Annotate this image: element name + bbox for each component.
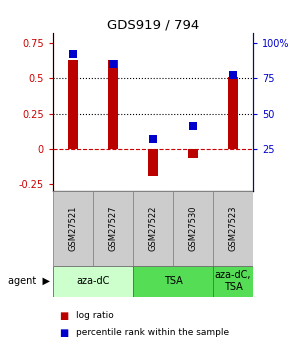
Text: ■: ■ — [59, 328, 68, 338]
Point — [231, 72, 235, 78]
Bar — [188, 149, 198, 158]
Bar — [133, 191, 173, 266]
Bar — [148, 149, 158, 176]
Bar — [133, 266, 213, 297]
Text: GSM27530: GSM27530 — [188, 206, 198, 251]
Bar — [213, 191, 253, 266]
Bar — [53, 191, 93, 266]
Point — [111, 61, 115, 67]
Bar — [53, 266, 133, 297]
Text: GSM27521: GSM27521 — [68, 206, 78, 251]
Point — [191, 123, 195, 128]
Bar — [68, 60, 78, 149]
Title: GDS919 / 794: GDS919 / 794 — [107, 19, 199, 32]
Bar — [108, 60, 118, 149]
Bar — [228, 77, 238, 149]
Text: percentile rank within the sample: percentile rank within the sample — [76, 328, 229, 337]
Bar — [213, 266, 253, 297]
Text: TSA: TSA — [164, 276, 182, 286]
Bar — [93, 191, 133, 266]
Bar — [173, 191, 213, 266]
Text: GSM27527: GSM27527 — [108, 206, 118, 251]
Text: agent  ▶: agent ▶ — [8, 276, 50, 286]
Point — [71, 51, 75, 57]
Text: GSM27523: GSM27523 — [228, 206, 238, 251]
Point — [151, 136, 155, 142]
Text: ■: ■ — [59, 311, 68, 321]
Text: aza-dC,
TSA: aza-dC, TSA — [215, 270, 251, 292]
Text: aza-dC: aza-dC — [76, 276, 110, 286]
Text: log ratio: log ratio — [76, 311, 114, 320]
Text: GSM27522: GSM27522 — [148, 206, 158, 251]
